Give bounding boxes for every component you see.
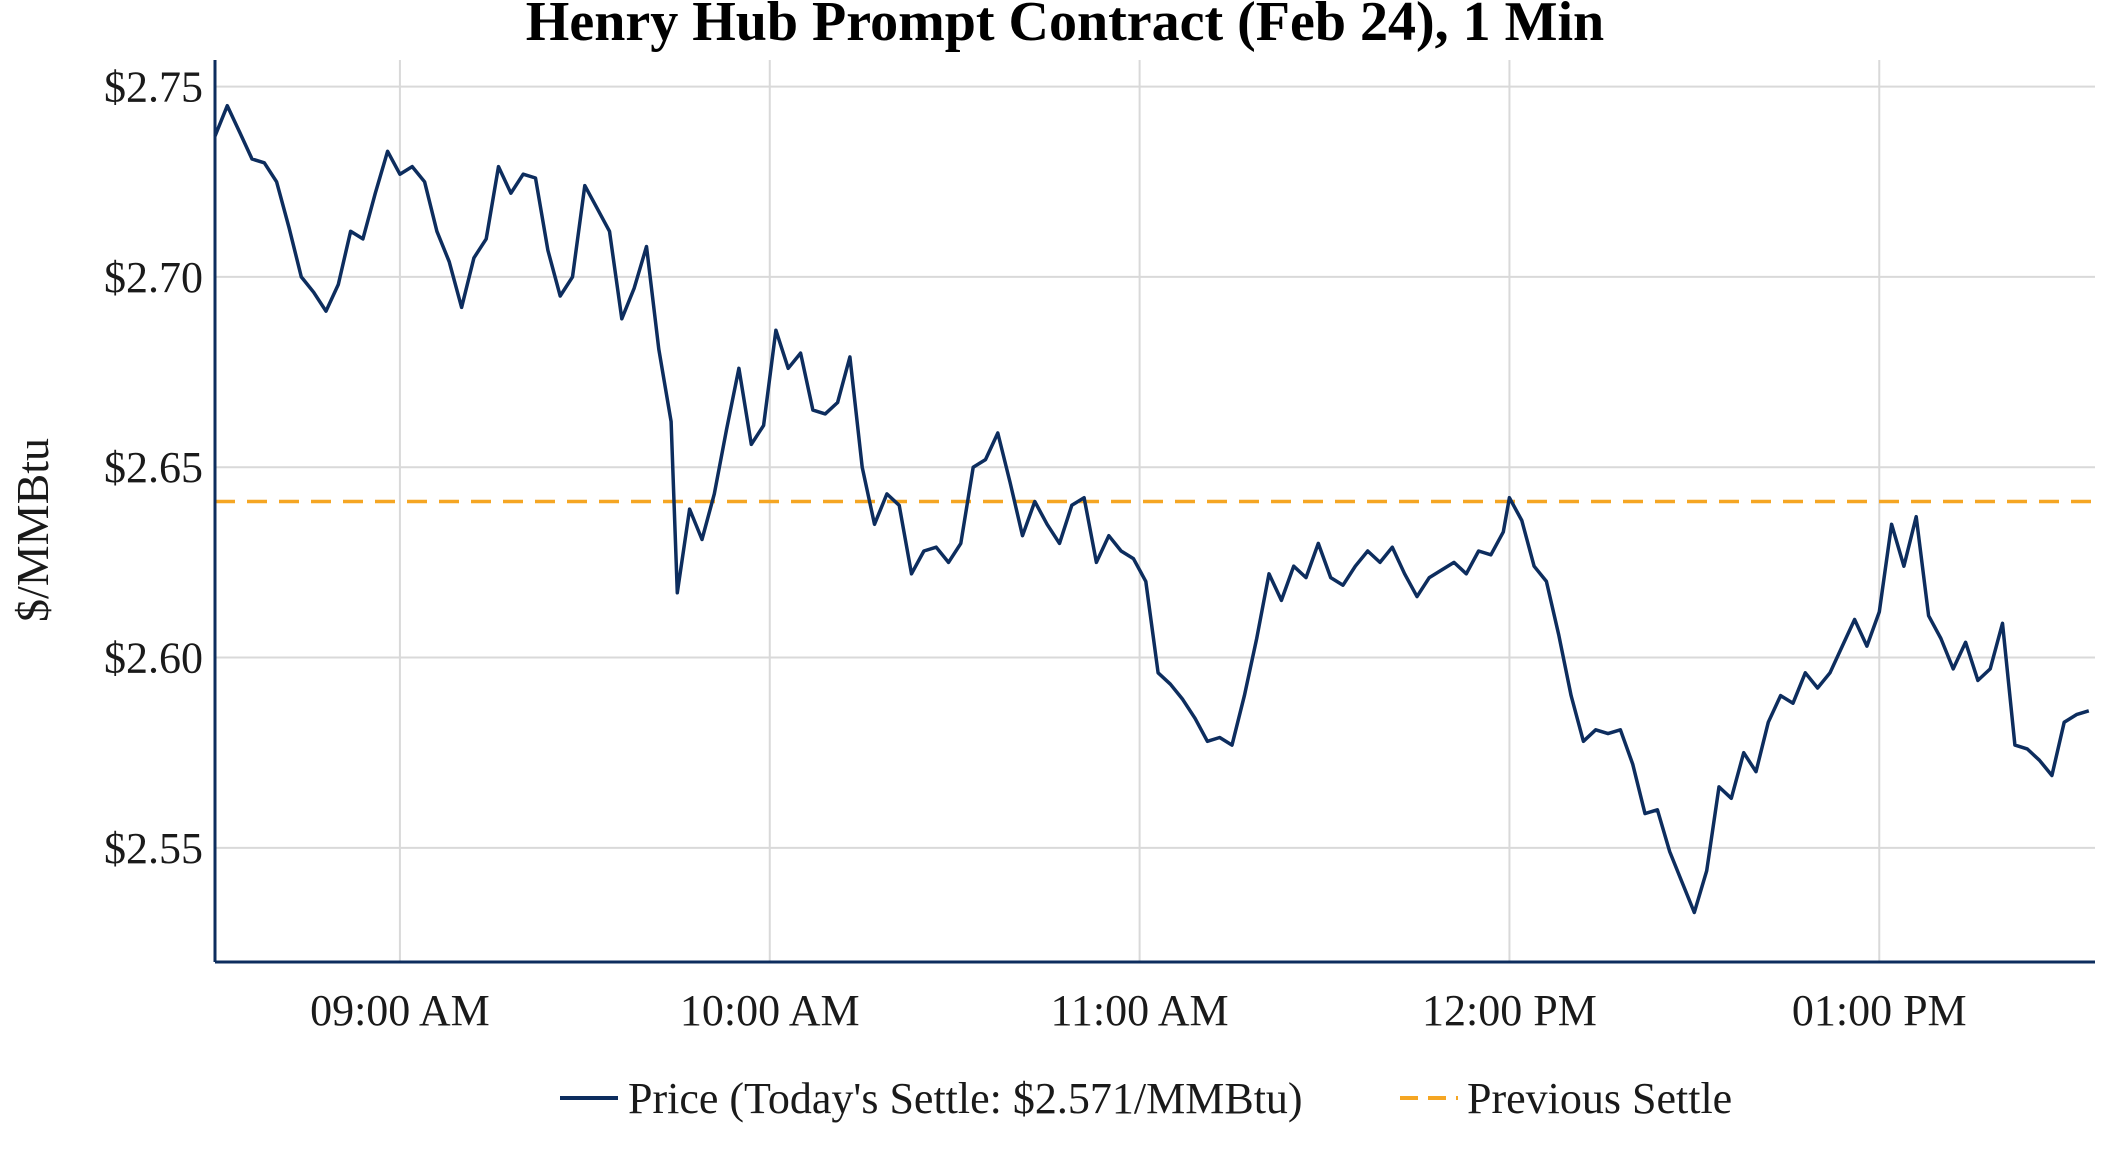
x-tick-label: 09:00 AM <box>310 986 490 1035</box>
y-tick-labels: $2.55 $2.60 $2.65 $2.70 $2.75 <box>104 63 203 873</box>
grid <box>215 60 2095 962</box>
legend: Price (Today's Settle: $2.571/MMBtu) Pre… <box>560 1074 1732 1123</box>
y-tick-label: $2.70 <box>104 253 203 302</box>
y-tick-label: $2.60 <box>104 634 203 683</box>
x-tick-label: 11:00 AM <box>1051 986 1229 1035</box>
x-tick-label: 12:00 PM <box>1422 986 1597 1035</box>
legend-previous-settle-label: Previous Settle <box>1467 1074 1732 1123</box>
x-tick-labels: 09:00 AM 10:00 AM 11:00 AM 12:00 PM 01:00 PM <box>310 986 1967 1035</box>
y-tick-label: $2.55 <box>104 824 203 873</box>
axes <box>213 60 2095 964</box>
x-tick-label: 10:00 AM <box>680 986 860 1035</box>
y-tick-label: $2.65 <box>104 443 203 492</box>
legend-price-label: Price (Today's Settle: $2.571/MMBtu) <box>628 1074 1303 1123</box>
x-tick-label: 01:00 PM <box>1792 986 1967 1035</box>
chart-title: Henry Hub Prompt Contract (Feb 24), 1 Mi… <box>526 0 1604 53</box>
price-series-line <box>213 103 2090 915</box>
y-tick-label: $2.75 <box>104 63 203 112</box>
y-axis-label: $/MMBtu <box>7 438 58 622</box>
